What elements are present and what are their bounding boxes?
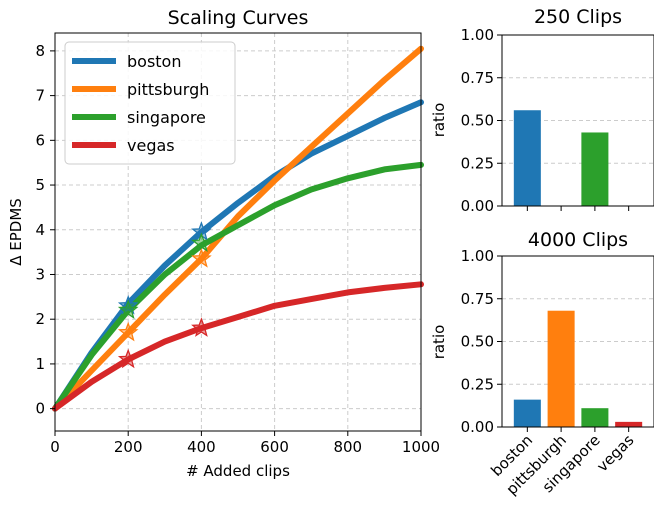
y-tick-label: 1.00 xyxy=(461,26,494,44)
y-axis-ticks: 0 1 2 3 4 5 6 7 8 xyxy=(35,42,55,418)
star-marker-vegas xyxy=(191,317,212,337)
y-axis-label: Δ EPDMS xyxy=(7,198,25,266)
x-tick-label: 800 xyxy=(333,438,362,456)
y-tick-label: 0.75 xyxy=(461,69,494,87)
x-tick-label: 0 xyxy=(50,438,60,456)
star-marker-vegas xyxy=(117,348,139,369)
y-tick-label: 4 xyxy=(35,221,45,239)
y-axis-label: ratio xyxy=(430,103,448,138)
bar-boston xyxy=(513,399,541,427)
y-tick-label: 2 xyxy=(35,310,45,328)
x-tick-label: 200 xyxy=(114,438,143,456)
bars xyxy=(513,110,609,206)
y-tick-label: 0.00 xyxy=(461,418,494,436)
bar-chart-title: 250 Clips xyxy=(534,6,622,28)
legend-label-pittsburgh: pittsburgh xyxy=(127,80,209,99)
legend-box xyxy=(64,41,236,165)
legend-label-vegas: vegas xyxy=(127,136,175,155)
plot-frame xyxy=(54,32,422,432)
series-line-boston xyxy=(52,99,424,412)
star-marker-singapore xyxy=(191,232,212,252)
y-tick-label: 7 xyxy=(35,87,45,105)
bar-singapore xyxy=(581,408,609,427)
bar-chart-title: 4000 Clips xyxy=(528,229,628,251)
bar-boston xyxy=(513,110,541,206)
x-tick-label: vegas xyxy=(593,431,637,475)
series-markers xyxy=(117,221,212,369)
x-tick-label: 1000 xyxy=(402,438,440,456)
bar-singapore xyxy=(581,132,609,206)
series-line-pittsburgh xyxy=(52,45,424,412)
legend-label-singapore: singapore xyxy=(127,108,206,127)
y-tick-label: 8 xyxy=(35,42,45,60)
y-tick-label: 6 xyxy=(35,131,45,149)
x-tick-label: 400 xyxy=(187,438,216,456)
y-tick-label: 0.75 xyxy=(461,290,494,308)
bar-chart-4000-clips: 4000 Clips 0.00 0.25 0.50 0.75 1.00 bostonpi… xyxy=(430,229,654,498)
x-axis-ticks: 0 200 400 600 800 1000 xyxy=(50,431,440,456)
y-axis-ticks: 0.00 0.25 0.50 0.75 1.00 xyxy=(461,247,502,436)
scaling-curves-chart: Scaling Curves 0 200 400 600 800 1000 0 1 2 3 4 5 6… xyxy=(7,7,440,480)
y-tick-label: 0.50 xyxy=(461,112,494,130)
series-line-singapore xyxy=(52,161,424,412)
legend: boston pittsburgh singapore vegas xyxy=(64,41,236,165)
series-lines xyxy=(52,45,424,412)
y-tick-label: 1 xyxy=(35,355,45,373)
y-axis-label: ratio xyxy=(430,325,448,360)
y-tick-label: 0.25 xyxy=(461,154,494,172)
star-marker-boston xyxy=(117,294,139,315)
legend-label-boston: boston xyxy=(127,52,181,71)
y-tick-label: 0.50 xyxy=(461,333,494,351)
star-marker-singapore xyxy=(117,299,139,320)
bars xyxy=(513,310,643,427)
y-tick-label: 1.00 xyxy=(461,247,494,265)
y-axis-ticks: 0.00 0.25 0.50 0.75 1.00 xyxy=(461,26,502,215)
star-marker-pittsburgh xyxy=(191,247,212,268)
y-tick-label: 0 xyxy=(35,400,45,418)
bar-pittsburgh xyxy=(547,310,575,427)
y-tick-label: 0.25 xyxy=(461,375,494,393)
series-line-vegas xyxy=(52,281,424,412)
y-tick-label: 5 xyxy=(35,176,45,194)
bar-vegas xyxy=(615,421,643,427)
x-tick-label: 600 xyxy=(260,438,289,456)
y-tick-label: 3 xyxy=(35,265,45,283)
x-axis-label: # Added clips xyxy=(186,462,290,480)
star-marker-pittsburgh xyxy=(117,321,139,342)
bar-chart-250-clips: 250 Clips 0.00 0.25 0.50 0.75 1.00 ratio xyxy=(430,6,654,215)
x-axis-ticks xyxy=(526,206,630,211)
chart-title: Scaling Curves xyxy=(168,7,309,29)
y-tick-label: 0.00 xyxy=(461,197,494,215)
